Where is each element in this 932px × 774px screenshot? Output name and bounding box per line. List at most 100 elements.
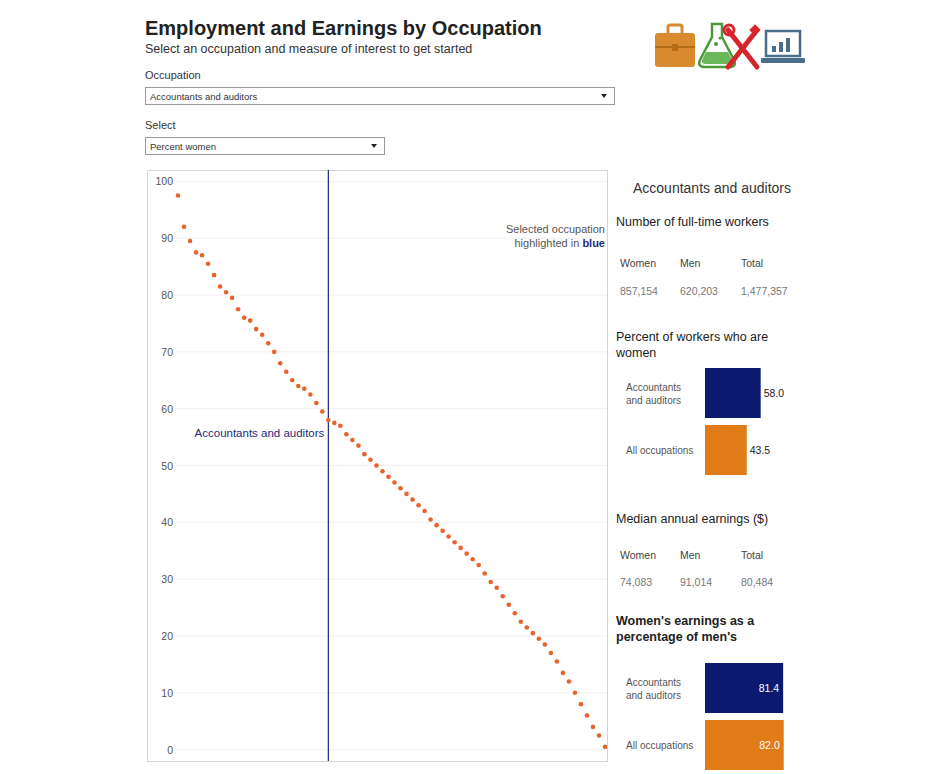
y-tick-label: 50 — [161, 460, 173, 472]
point — [482, 571, 487, 576]
bar-chart-title: Women's earnings as a — [616, 614, 755, 628]
bar — [705, 425, 747, 475]
panel-title: Accountants and auditors — [633, 180, 791, 196]
point — [416, 503, 421, 508]
grid-line — [176, 692, 607, 693]
dropdown-box[interactable] — [146, 138, 385, 155]
point — [200, 253, 205, 258]
point — [212, 273, 217, 278]
dropdown-box[interactable] — [146, 88, 615, 105]
point — [236, 307, 241, 312]
dropdown[interactable]: Percent women — [146, 138, 385, 155]
point — [386, 475, 391, 480]
point — [332, 421, 337, 426]
dropdown[interactable]: Accountants and auditors — [146, 88, 615, 105]
table-value: 1,477,357 — [741, 285, 788, 297]
y-tick-label: 0 — [167, 744, 173, 756]
point — [500, 594, 505, 599]
point — [591, 725, 596, 730]
point — [284, 369, 289, 374]
point — [242, 315, 247, 320]
point — [470, 557, 475, 562]
grid-line — [176, 181, 607, 182]
point — [176, 193, 181, 198]
y-tick-label: 40 — [161, 516, 173, 528]
table-header: Men — [680, 549, 701, 561]
table-header: Women — [620, 257, 656, 269]
title: Employment and Earnings by Occupation — [145, 17, 542, 39]
icon-laptop-bar — [772, 46, 776, 52]
point — [206, 261, 211, 266]
point — [488, 580, 493, 585]
table-value: 857,154 — [620, 285, 658, 297]
icon-laptop-base — [761, 58, 805, 63]
point — [350, 438, 355, 443]
table-value: 74,083 — [620, 576, 652, 588]
icon-tool-handle — [749, 24, 760, 35]
y-tick-label: 80 — [161, 289, 173, 301]
point — [537, 637, 542, 642]
point — [362, 452, 367, 457]
bar-category-label: and auditors — [626, 690, 681, 701]
bar-category-label: Accountants — [626, 382, 681, 393]
point — [356, 443, 361, 448]
icon-briefcase-clasp — [672, 44, 678, 51]
point — [422, 509, 427, 514]
bar — [705, 720, 784, 770]
bar-category-label: All occupations — [626, 740, 693, 751]
bar-chart-title: percentage of men's — [616, 630, 737, 644]
table-header: Women — [620, 549, 656, 561]
point — [254, 327, 259, 332]
point — [272, 350, 277, 355]
dropdown-arrow[interactable] — [371, 144, 377, 148]
point — [302, 386, 307, 391]
plot-area — [176, 170, 607, 761]
icon-bubble — [719, 37, 722, 40]
annotation: Selected occupation — [506, 223, 605, 235]
table-title: Number of full-time workers — [616, 215, 769, 229]
grid-line — [176, 351, 607, 352]
bar-category-label: All occupations — [626, 445, 693, 456]
data-label: 81.4 — [759, 682, 780, 694]
point — [555, 659, 560, 664]
point — [428, 517, 433, 522]
grid-line — [176, 579, 607, 580]
point — [308, 392, 313, 397]
data-label: 58.0 — [764, 387, 785, 399]
icon-tool-head — [724, 25, 734, 35]
y-tick-label: 100 — [155, 175, 173, 187]
point — [476, 563, 481, 568]
point — [266, 341, 271, 346]
icon-laptop-bar — [786, 38, 790, 52]
subtitle: Select an occupation and measure of inte… — [145, 42, 472, 56]
point — [326, 418, 331, 423]
icon-flask-liquid — [702, 52, 732, 64]
point — [446, 534, 451, 539]
icon-briefcase — [655, 33, 695, 67]
point — [182, 225, 187, 230]
dropdown-arrow[interactable] — [601, 94, 607, 98]
table-value: 80,484 — [741, 576, 773, 588]
point — [404, 492, 409, 497]
bar-category-label: and auditors — [626, 395, 681, 406]
bar-chart-title: women — [615, 346, 656, 360]
point — [585, 713, 590, 718]
point — [464, 551, 469, 556]
point — [573, 691, 578, 696]
point — [368, 458, 373, 463]
point — [561, 671, 566, 676]
bar-category-label: Accountants — [626, 677, 681, 688]
background — [0, 0, 932, 774]
point — [440, 529, 445, 534]
icon-bubble — [714, 42, 718, 46]
control-label: Occupation — [145, 69, 201, 81]
y-tick-label: 70 — [161, 346, 173, 358]
point — [338, 423, 343, 428]
icon-laptop-bar — [779, 42, 783, 52]
point — [230, 296, 235, 301]
point — [543, 642, 548, 647]
table-header: Men — [680, 257, 701, 269]
point — [531, 631, 536, 636]
table-header: Total — [741, 549, 763, 561]
point — [374, 463, 379, 468]
